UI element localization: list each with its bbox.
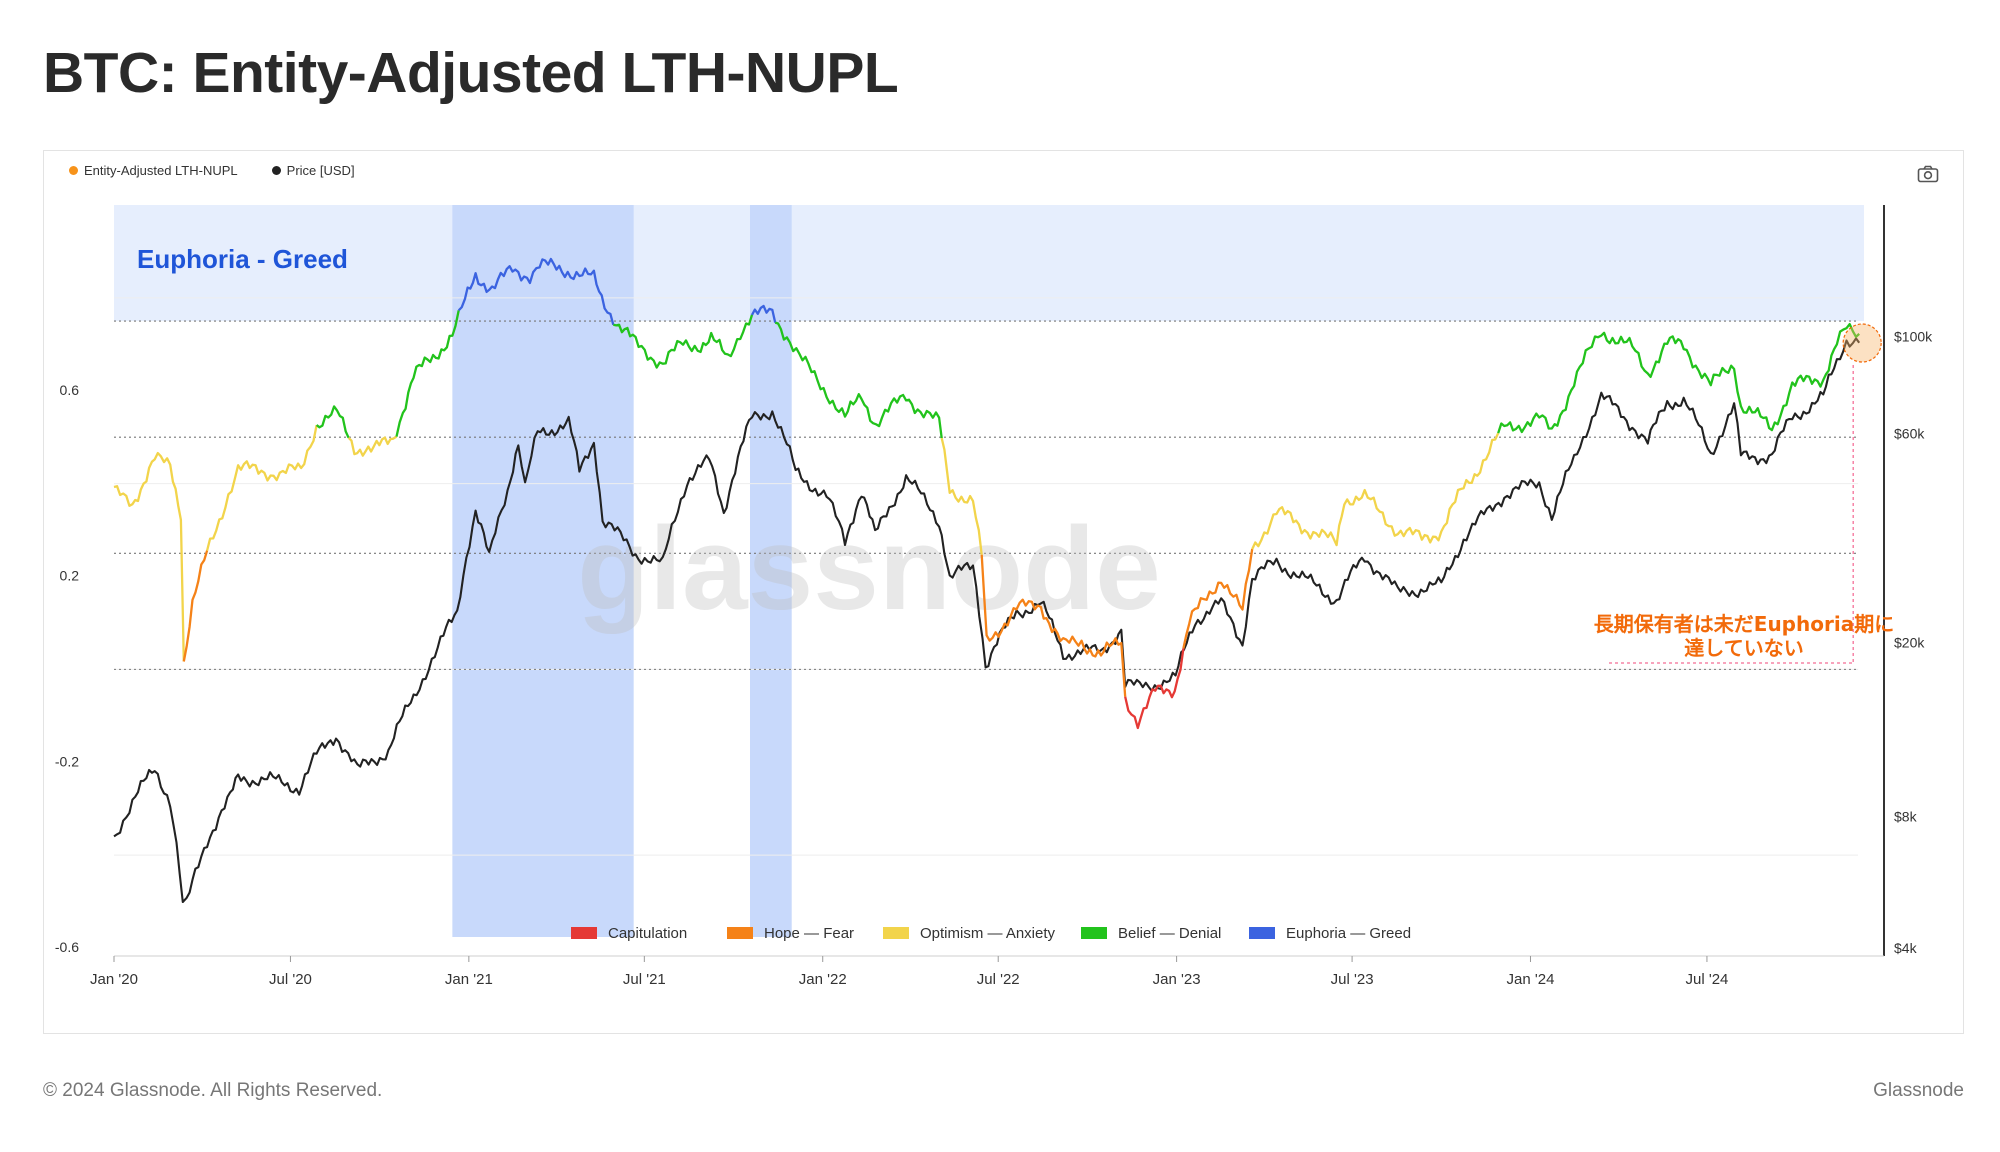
euphoria-period-band-1 xyxy=(750,205,792,937)
zone-legend-label-1: Hope — Fear xyxy=(764,925,854,942)
chart-canvas: glassnode Euphoria - Greed 0.6 0.2 -0.2 -0.6 $… xyxy=(55,205,1933,988)
nupl-series-segment xyxy=(1182,548,1254,649)
nupl-series-segment xyxy=(1497,322,1860,434)
euphoria-period-band-0 xyxy=(452,205,634,937)
x-tick-label: Jul '21 xyxy=(623,971,666,988)
zone-legend-label-2: Optimism — Anxiety xyxy=(920,925,1056,942)
zone-legend-swatch-2 xyxy=(883,927,909,939)
y-right-tick-label: $100k xyxy=(1894,329,1933,345)
legend-dot-price xyxy=(271,166,281,175)
nupl-series-segment xyxy=(1124,648,1185,730)
nupl-series-segment xyxy=(457,257,615,326)
nupl-series-segment xyxy=(613,314,754,369)
euphoria-zone-background xyxy=(114,205,1864,322)
x-tick-label: Jul '20 xyxy=(269,971,312,988)
chart-panel: Entity-Adjusted LTH-NUPL Price [USD] gla… xyxy=(43,150,1964,1034)
camera-icon[interactable] xyxy=(1917,165,1939,183)
y-right-tick-label: $20k xyxy=(1894,634,1925,650)
watermark-text: glassnode xyxy=(577,503,1161,635)
nupl-series-segment xyxy=(750,304,777,323)
x-tick-label: Jan '22 xyxy=(799,971,847,988)
legend-item-price[interactable]: Price [USD] xyxy=(271,163,355,178)
nupl-series-segment xyxy=(113,451,185,662)
x-tick-label: Jul '24 xyxy=(1685,971,1728,988)
nupl-series-segment xyxy=(205,424,318,551)
legend-item-nupl[interactable]: Entity-Adjusted LTH-NUPL xyxy=(69,163,238,178)
y-left-tick-label: -0.2 xyxy=(55,753,79,769)
nupl-series-segment xyxy=(940,437,983,555)
x-tick-label: Jan '23 xyxy=(1153,971,1201,988)
zone-legend-swatch-3 xyxy=(1081,927,1107,939)
nupl-series-segment xyxy=(182,550,209,662)
zone-legend-label-3: Belief — Denial xyxy=(1118,925,1221,942)
nupl-series-segment xyxy=(980,554,1127,697)
y-right-tick-label: $8k xyxy=(1894,808,1918,824)
nupl-series-segment xyxy=(315,405,350,439)
x-tick-label: Jan '24 xyxy=(1507,971,1555,988)
nupl-series-segment xyxy=(395,310,460,437)
euphoria-zone-label: Euphoria - Greed xyxy=(137,244,348,274)
legend-dot-nupl xyxy=(69,166,78,175)
page-title: BTC: Entity-Adjusted LTH-NUPL xyxy=(43,41,899,105)
annotation-text-line2: 達していない xyxy=(1684,636,1803,660)
y-right-tick-label: $60k xyxy=(1894,426,1925,442)
x-tick-label: Jan '20 xyxy=(90,971,138,988)
footer-copyright: © 2024 Glassnode. All Rights Reserved. xyxy=(43,1080,383,1101)
y-right-tick-label: $4k xyxy=(1894,940,1918,956)
legend-label-price: Price [USD] xyxy=(286,163,355,178)
x-tick-label: Jul '22 xyxy=(977,971,1020,988)
zone-legend-swatch-4 xyxy=(1249,927,1275,939)
nupl-series-segment xyxy=(347,435,398,457)
zone-legend-label-0: Capitulation xyxy=(608,925,687,942)
y-left-tick-label: -0.6 xyxy=(55,939,79,955)
x-tick-label: Jul '23 xyxy=(1331,971,1374,988)
x-tick-label: Jan '21 xyxy=(445,971,493,988)
y-left-tick-label: 0.6 xyxy=(60,382,80,398)
annotation-highlight-circle xyxy=(1842,323,1882,363)
zone-legend-swatch-0 xyxy=(571,927,597,939)
footer-brand: Glassnode xyxy=(1873,1080,1964,1101)
zone-legend-swatch-1 xyxy=(727,927,753,939)
zone-legend-label-4: Euphoria — Greed xyxy=(1286,925,1411,942)
nupl-series-segment xyxy=(774,321,943,439)
chart-legend-top: Entity-Adjusted LTH-NUPL Price [USD] xyxy=(69,163,355,178)
nupl-series-segment xyxy=(1251,432,1500,550)
price-series-line xyxy=(113,337,1861,904)
annotation-text-line1: 長期保有者は未だEuphoria期に xyxy=(1594,612,1894,636)
y-left-tick-label: 0.2 xyxy=(60,568,80,584)
legend-label-nupl: Entity-Adjusted LTH-NUPL xyxy=(84,163,238,178)
